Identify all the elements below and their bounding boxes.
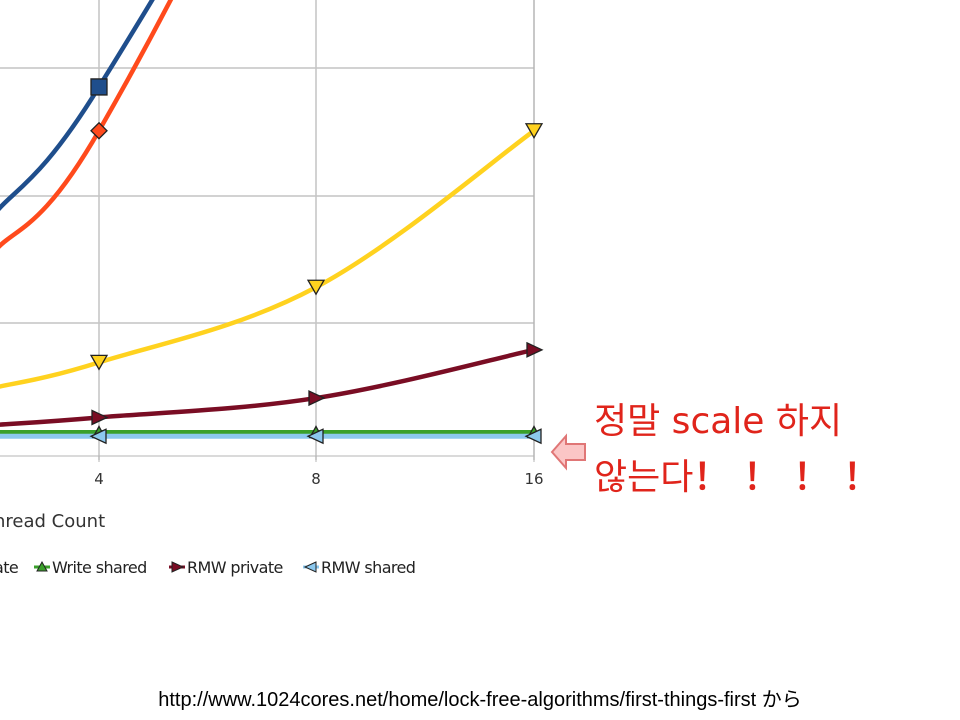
x-tick-label: 16	[524, 470, 543, 488]
series-lines	[0, 0, 536, 439]
series-line	[0, 128, 536, 389]
x-tick-labels: 4 8 16	[94, 470, 543, 488]
legend-marker	[171, 561, 185, 573]
x-tick-label: 4	[94, 470, 104, 488]
series-marker	[89, 354, 109, 371]
legend-item: RMW private	[169, 558, 283, 577]
series-marker	[524, 428, 542, 445]
callout-text: 정말 scale 하지 않는다！！！！	[594, 394, 954, 506]
series-marker	[306, 428, 324, 445]
source-url: http://www.1024cores.net/home/lock-free-…	[158, 689, 802, 711]
legend-label: RMW shared	[321, 558, 415, 577]
series-markers	[89, 78, 544, 445]
legend-label: Write shared	[52, 558, 147, 577]
x-axis-title: hread Count	[0, 511, 105, 532]
legend-label: ate	[0, 558, 18, 577]
callout-line-2: 않는다！！！！	[594, 450, 954, 506]
grid-lines	[0, 0, 534, 460]
series-marker	[308, 390, 326, 407]
x-tick-label: 8	[311, 470, 321, 488]
series-marker	[91, 409, 109, 426]
series-marker	[524, 123, 544, 140]
series-marker	[89, 428, 107, 445]
series-marker	[526, 341, 544, 358]
legend-item: ate	[0, 558, 19, 577]
callout-exclamations: ！！！！	[693, 457, 894, 498]
series-line	[0, 0, 155, 211]
callout-line-1: 정말 scale 하지	[594, 401, 843, 442]
series-line	[0, 347, 535, 427]
callout-line-2-text: 않는다	[594, 457, 694, 498]
plot-frame	[0, 0, 535, 462]
series-marker	[90, 121, 108, 140]
legend-item: RMW shared	[303, 558, 416, 577]
series-marker	[306, 279, 326, 296]
series-marker	[90, 78, 108, 96]
series-line	[0, 0, 174, 249]
legend-marker	[36, 560, 48, 572]
legend: ate Write shared RMW private RMW shared	[0, 558, 416, 577]
callout-arrow	[550, 433, 586, 471]
legend-item: Write shared	[34, 558, 147, 577]
legend-label: RMW private	[187, 558, 283, 577]
legend-marker	[303, 561, 317, 573]
